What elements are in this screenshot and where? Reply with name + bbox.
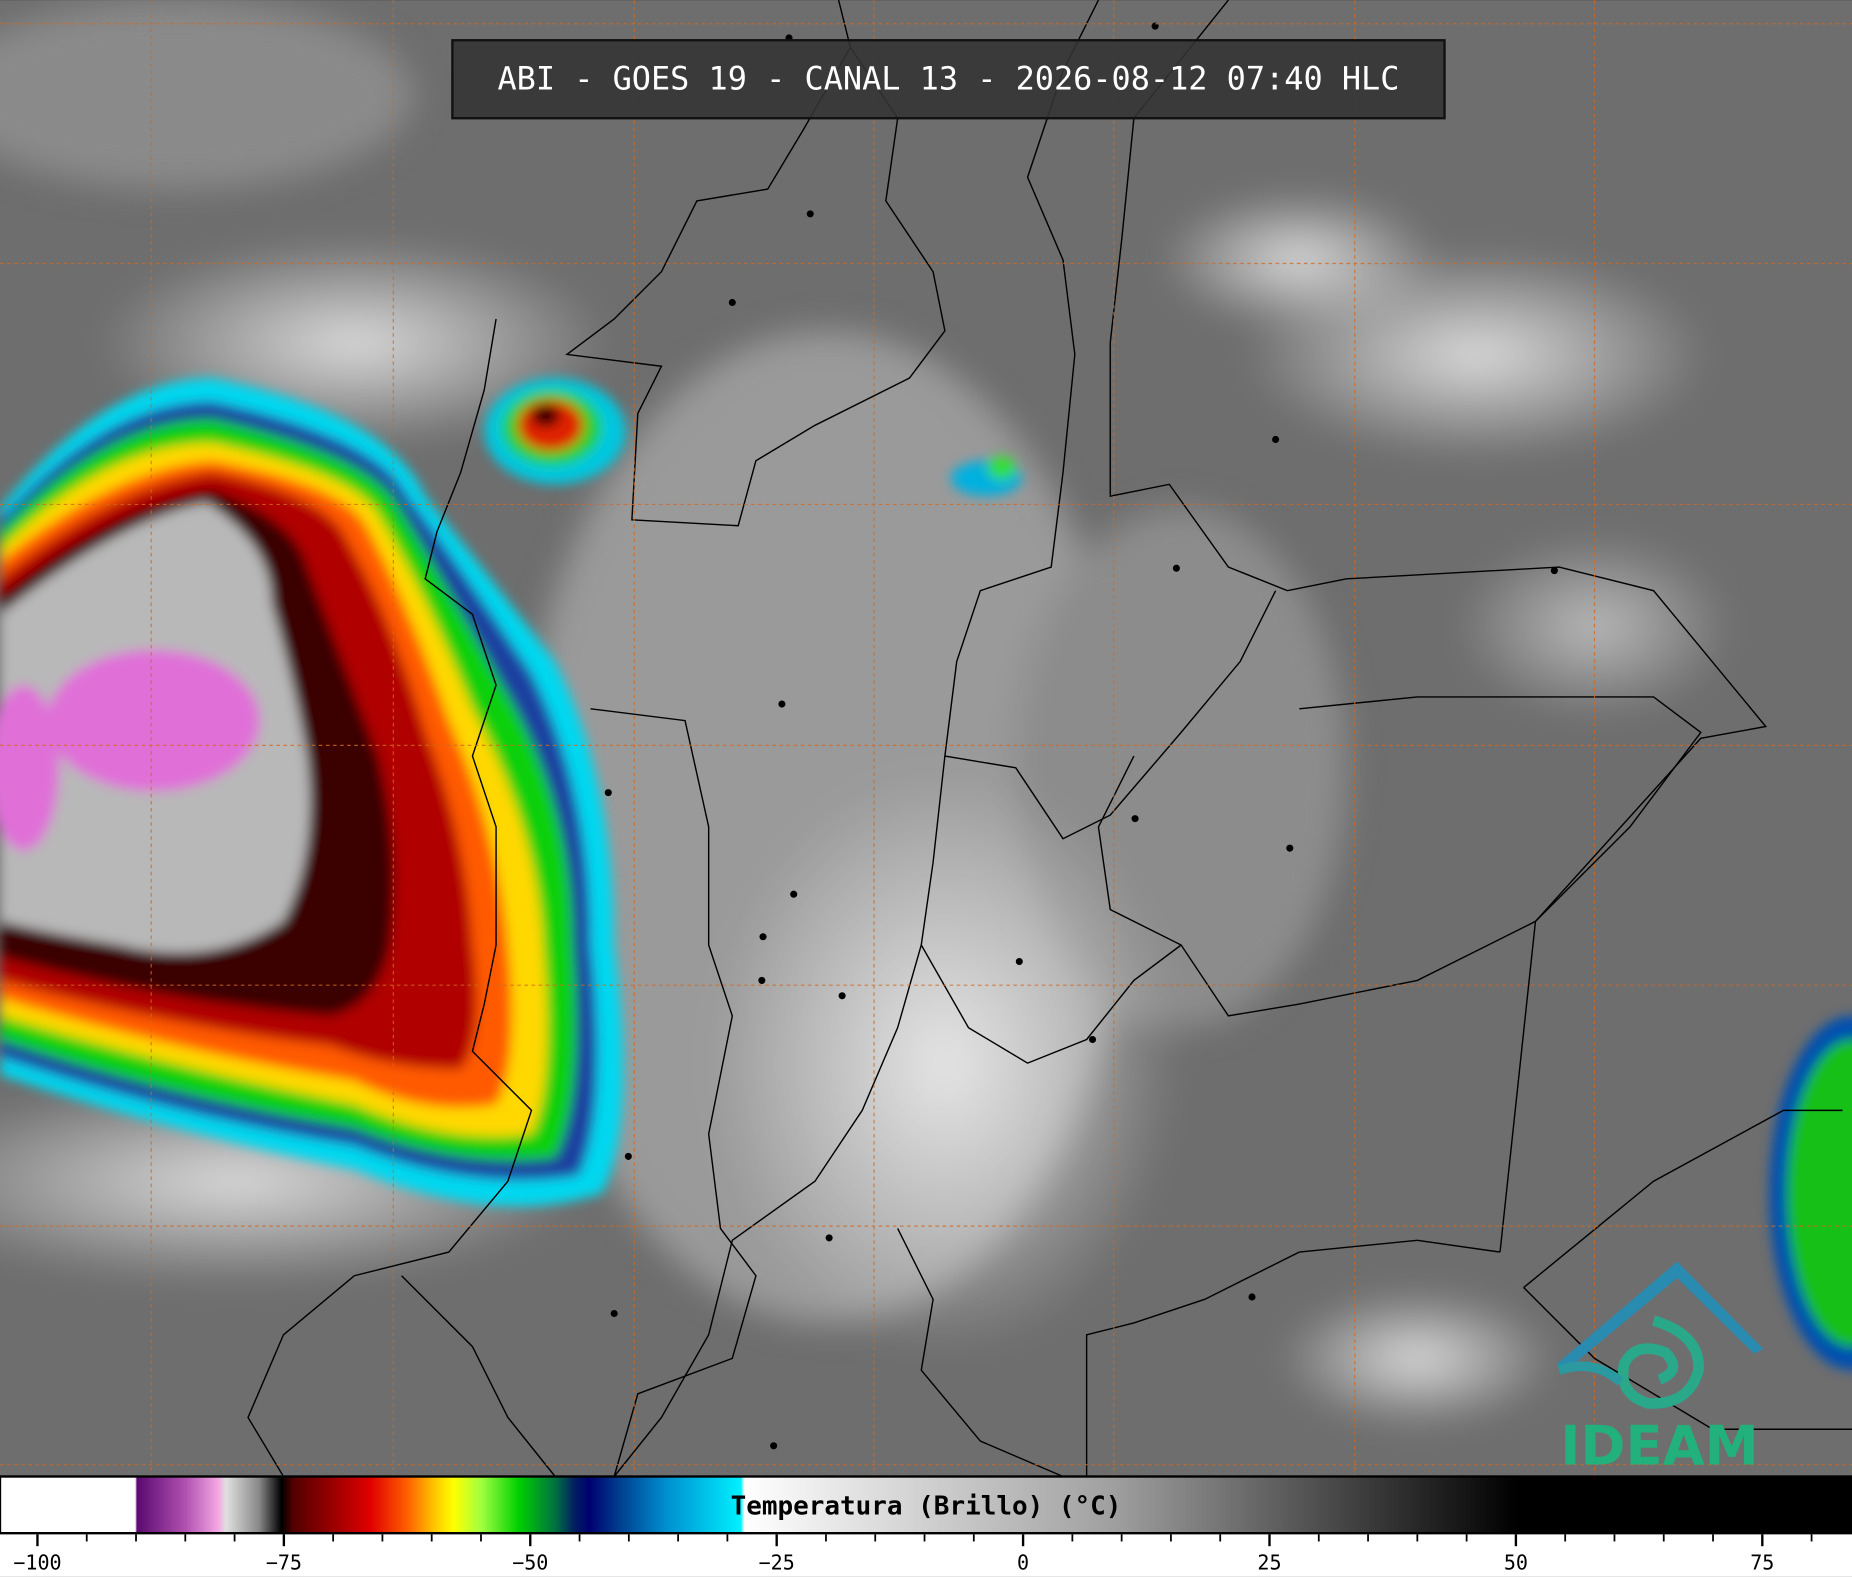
colorbar-tick-label: 75 (1750, 1550, 1774, 1574)
logo-text: IDEAM (1560, 1415, 1759, 1478)
colorbar-tick-label: −50 (512, 1550, 548, 1574)
colorbar-tick-label: −25 (759, 1550, 795, 1574)
cities (604, 22, 1558, 1450)
imagery (0, 0, 1852, 1478)
colorbar-tick-label: −75 (266, 1550, 302, 1574)
title-box: ABI - GOES 19 - CANAL 13 - 2026-08-12 07… (451, 39, 1446, 120)
colorbar-tick-label: 0 (1017, 1550, 1029, 1574)
colorbar-tick-label: −100 (13, 1550, 61, 1574)
colorbar: Temperatura (Brillo) (°C) −100 −75 −50 −25 0… (0, 1475, 1852, 1577)
title: ABI - GOES 19 - CANAL 13 - 2026-08-12 07… (497, 59, 1399, 97)
logo: IDEAM (1556, 1261, 1764, 1478)
graticule (0, 0, 1852, 1477)
colorbar-label: Temperatura (Brillo) (°C) (731, 1492, 1122, 1522)
colorbar-tick-label: 50 (1504, 1550, 1528, 1574)
tick-area (0, 1534, 1852, 1577)
borders (247, 0, 1852, 1478)
colorbar-tick-label: 25 (1257, 1550, 1281, 1574)
